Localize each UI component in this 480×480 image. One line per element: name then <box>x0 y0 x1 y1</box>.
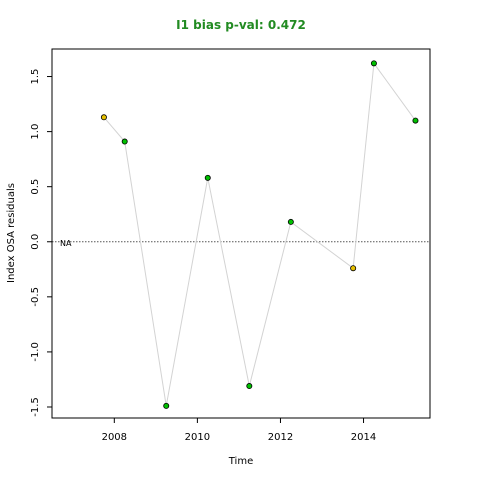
x-tick-label-2008: 2008 <box>102 432 127 443</box>
y-tick-label-0.5: 0.5 <box>30 179 41 195</box>
x-tick-label-2010: 2010 <box>185 432 210 443</box>
data-point-4 <box>204 174 211 181</box>
data-point-5 <box>246 383 253 390</box>
data-point-6 <box>287 218 294 225</box>
series-line <box>103 61 416 406</box>
chart-title: I1 bias p-val: 0.472 <box>176 18 306 32</box>
data-point-2 <box>121 138 128 145</box>
x-tick-label-2014: 2014 <box>351 432 376 443</box>
data-point-1 <box>100 114 107 121</box>
x-axis-label: Time <box>228 456 253 467</box>
y-tick-label--1.0: -1.0 <box>30 342 41 362</box>
x-axis: 2008 2010 2012 2014 <box>102 418 376 443</box>
plot-area: NA <box>52 60 430 409</box>
y-tick-label--1.5: -1.5 <box>30 397 41 417</box>
y-tick-label-1.0: 1.0 <box>30 124 41 140</box>
plot-frame <box>51 48 431 419</box>
y-tick-label--0.5: -0.5 <box>30 287 41 307</box>
data-point-7 <box>350 265 357 272</box>
x-tick-label-2012: 2012 <box>268 432 293 443</box>
y-axis: -1.5 -1.0 -0.5 0.0 0.5 1.0 1.5 <box>30 69 52 417</box>
y-tick-label-0.0: 0.0 <box>30 234 41 250</box>
y-tick-label-1.5: 1.5 <box>30 69 41 85</box>
data-point-3 <box>163 402 170 409</box>
zero-line-label: NA <box>60 239 72 248</box>
data-point-9 <box>412 117 419 124</box>
y-axis-label: Index OSA residuals <box>6 183 17 283</box>
data-point-8 <box>370 60 377 67</box>
